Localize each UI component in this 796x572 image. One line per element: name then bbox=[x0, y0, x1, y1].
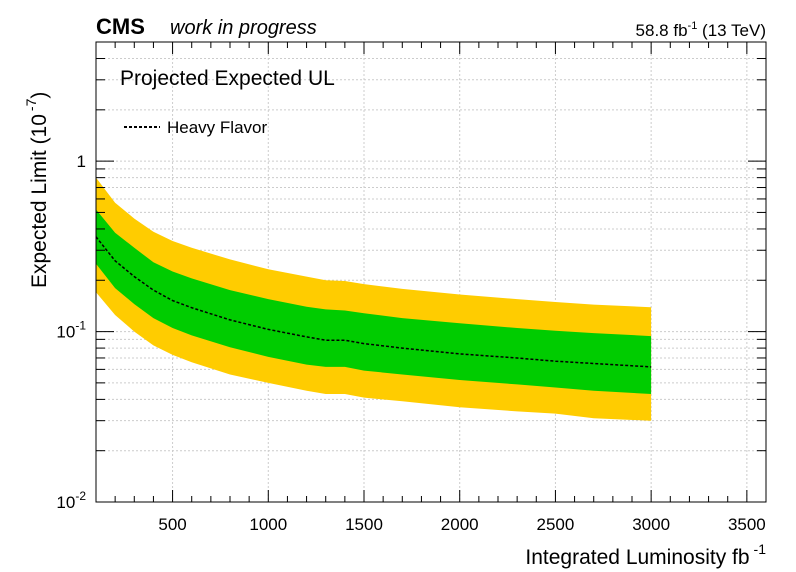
y-axis-title-paren: ) bbox=[28, 92, 51, 99]
y-axis-title-exponent: -7 bbox=[23, 98, 39, 111]
x-tick-label: 500 bbox=[158, 515, 186, 534]
x-tick-label: 3500 bbox=[728, 515, 766, 534]
y-tick-label: 10-2 bbox=[56, 489, 86, 512]
x-tick-labels: 500 1000 1500 2000 2500 3000 3500 bbox=[158, 515, 765, 534]
lumi-label: 58.8 fb-1 (13 TeV) bbox=[636, 20, 766, 40]
x-tick-label: 1500 bbox=[345, 515, 383, 534]
lumi-energy: (13 TeV) bbox=[702, 21, 766, 40]
legend: Heavy Flavor bbox=[124, 118, 267, 137]
x-tick-label: 2500 bbox=[537, 515, 575, 534]
x-axis-title: Integrated Luminosity fb -1 bbox=[525, 541, 766, 569]
axis-ticks bbox=[95, 41, 767, 503]
y-axis-title-text: Expected Limit (10 bbox=[28, 114, 51, 288]
legend-label-heavy-flavor: Heavy Flavor bbox=[167, 118, 267, 137]
cms-label: CMS bbox=[96, 14, 145, 39]
lumi-exponent: -1 bbox=[688, 20, 698, 32]
x-tick-label: 3000 bbox=[632, 515, 670, 534]
plot-title: Projected Expected UL bbox=[120, 67, 335, 90]
lumi-value: 58.8 fb bbox=[636, 21, 688, 40]
y-tick-labels: 10-2 10-1 1 bbox=[56, 152, 86, 512]
uncertainty-bands bbox=[96, 177, 652, 421]
plot-frame bbox=[95, 41, 767, 503]
x-tick-label: 2000 bbox=[441, 515, 479, 534]
median-line-heavy-flavor bbox=[95, 236, 652, 368]
y-axis-title: Expected Limit (10 -7) bbox=[23, 92, 51, 288]
band-1sigma bbox=[96, 209, 652, 394]
x-axis-title-text: Integrated Luminosity fb bbox=[525, 546, 749, 569]
median-line-layer bbox=[95, 236, 652, 368]
x-axis-title-exponent: -1 bbox=[754, 541, 767, 557]
y-tick-label: 10-1 bbox=[56, 319, 86, 342]
y-tick-label: 1 bbox=[77, 152, 86, 171]
x-tick-label: 1000 bbox=[249, 515, 287, 534]
status-label: work in progress bbox=[170, 17, 317, 39]
